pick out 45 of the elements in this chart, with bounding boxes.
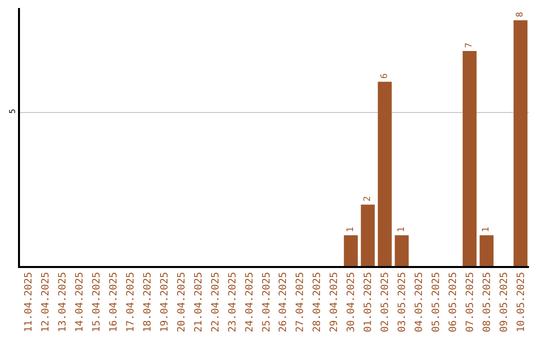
- bar: [360, 204, 375, 266]
- x-tick-label: 29.04.2025: [329, 272, 340, 332]
- x-tick-label: 22.04.2025: [210, 272, 222, 332]
- x-tick-label: 09.05.2025: [498, 272, 510, 332]
- x-tick-label: 24.04.2025: [244, 272, 256, 332]
- bar: [514, 20, 528, 266]
- x-tick-label: 01.05.2025: [363, 272, 374, 332]
- data-label: 6: [380, 73, 390, 79]
- x-tick-label: 15.04.2025: [92, 272, 103, 332]
- data-label: 1: [396, 226, 407, 232]
- x-tick-label: 20.04.2025: [176, 272, 188, 332]
- x-tick-label: 03.05.2025: [397, 272, 408, 332]
- bar: [378, 82, 392, 266]
- x-tick-label: 13.04.2025: [58, 272, 69, 332]
- x-tick-label: 07.05.2025: [464, 272, 476, 332]
- y-tick-label: 5: [8, 108, 17, 114]
- x-tick-label: 25.04.2025: [261, 272, 272, 332]
- x-tick-label: 19.04.2025: [159, 272, 170, 332]
- bar: [344, 235, 358, 266]
- x-tick-label: 04.05.2025: [414, 272, 425, 332]
- x-tick-label: 16.04.2025: [108, 272, 120, 332]
- x-tick-label: 18.04.2025: [142, 272, 154, 332]
- x-tick-label: 27.04.2025: [295, 272, 306, 332]
- data-label: 1: [482, 226, 492, 232]
- x-tick-label: 02.05.2025: [380, 272, 392, 332]
- x-tick-label: 05.05.2025: [430, 272, 442, 332]
- x-tick-label: 23.04.2025: [227, 272, 238, 332]
- data-label: 8: [516, 12, 526, 18]
- x-tick-label: 06.05.2025: [448, 272, 459, 332]
- x-tick-label: 08.05.2025: [482, 272, 493, 332]
- x-tick-label: 28.04.2025: [312, 272, 324, 332]
- data-label: 7: [464, 42, 475, 48]
- data-label: 1: [346, 226, 356, 232]
- x-tick-label: 17.04.2025: [126, 272, 137, 332]
- x-tick-label: 21.04.2025: [193, 272, 204, 332]
- bar: [462, 51, 477, 266]
- bar: [480, 235, 494, 266]
- x-tick-label: 30.04.2025: [346, 272, 358, 332]
- x-tick-label: 12.04.2025: [40, 272, 52, 332]
- x-tick-label: 11.04.2025: [24, 272, 35, 332]
- bar: [394, 235, 409, 266]
- x-tick-label: 14.04.2025: [74, 272, 86, 332]
- x-tick-label: 10.05.2025: [516, 272, 527, 332]
- data-label: 2: [362, 196, 373, 202]
- x-tick-label: 26.04.2025: [278, 272, 290, 332]
